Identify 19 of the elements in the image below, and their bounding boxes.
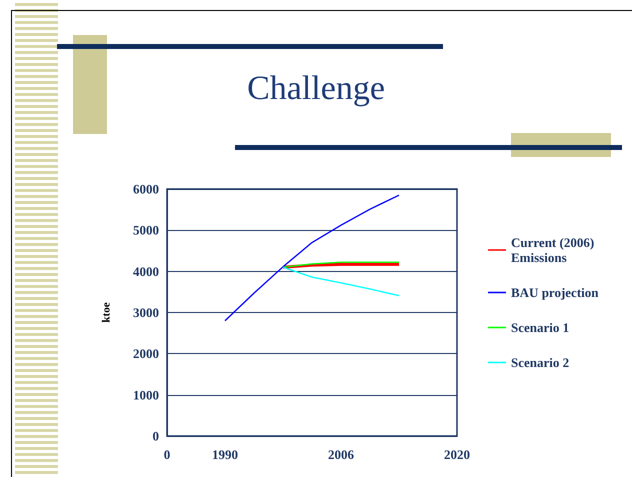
x-tick-label: 2006 bbox=[328, 447, 354, 462]
legend-label: Scenario 2 bbox=[511, 355, 570, 370]
line-series bbox=[224, 194, 400, 322]
legend-label: BAU projection bbox=[511, 285, 600, 300]
line-series bbox=[282, 266, 400, 296]
x-tick-label: 1990 bbox=[212, 447, 238, 462]
y-tick-label: 5000 bbox=[133, 222, 159, 238]
y-tick-label: 0 bbox=[152, 428, 159, 444]
y-tick-label: 3000 bbox=[133, 305, 159, 320]
y-tick-label: 2000 bbox=[133, 346, 159, 362]
y-tick-label: 4000 bbox=[133, 264, 159, 279]
y-tick-label: 6000 bbox=[133, 182, 159, 196]
y-tick-label: 1000 bbox=[133, 387, 159, 402]
y-axis-title: ktoe bbox=[100, 302, 112, 323]
chart-title: Challenge bbox=[246, 70, 386, 108]
legend-label: Current (2006) Emissions bbox=[511, 235, 594, 265]
legend-label: Scenario 1 bbox=[511, 320, 570, 335]
x-tick-label: 2020 bbox=[444, 447, 470, 462]
x-tick-label: 0 bbox=[164, 447, 170, 462]
